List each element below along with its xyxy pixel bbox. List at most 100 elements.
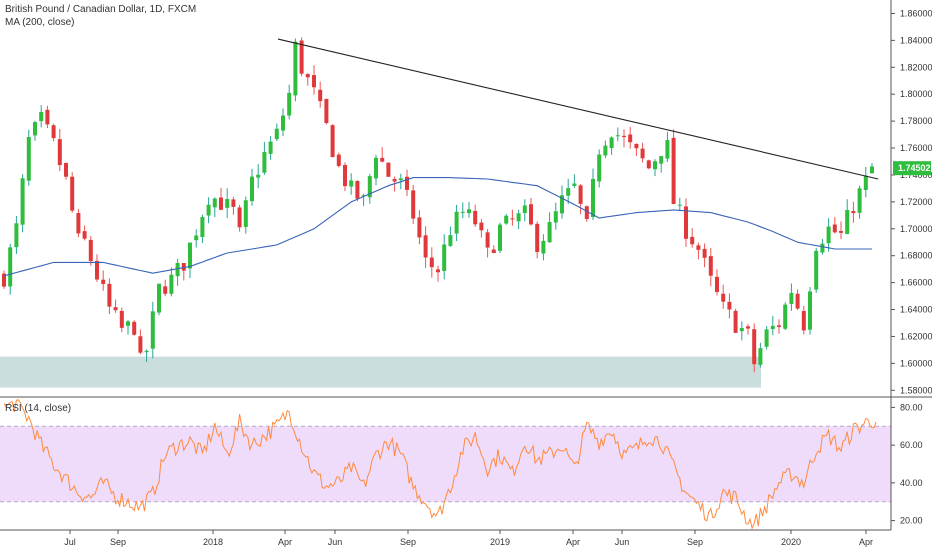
candle-body (646, 160, 651, 169)
candle-body (467, 209, 471, 214)
candle-body (14, 223, 19, 248)
candle (14, 215, 19, 255)
price-tick-label: 1.82000 (900, 62, 932, 72)
candle (522, 199, 527, 222)
candle-body (361, 195, 366, 197)
time-tick-label: Jun (615, 537, 630, 547)
candle (609, 136, 614, 155)
candle-body (535, 223, 540, 253)
candle (26, 129, 31, 186)
candle-body (870, 166, 874, 174)
candle (119, 307, 124, 333)
candle-body (349, 180, 354, 187)
candle (839, 221, 843, 240)
candle-body (262, 151, 267, 173)
candle-body (758, 348, 763, 365)
candle (491, 245, 496, 254)
candle-body (560, 195, 564, 214)
candle (702, 243, 707, 268)
candle (863, 166, 868, 198)
candle-body (572, 183, 577, 186)
candle (287, 84, 292, 120)
rsi-tick-label: 80.00 (900, 402, 923, 412)
candle (460, 202, 465, 219)
candle-body (8, 247, 13, 287)
candle-body (367, 176, 372, 198)
candle (132, 320, 137, 336)
price-tick-label: 1.66000 (900, 278, 932, 288)
candle (163, 279, 168, 297)
candle (646, 159, 651, 170)
candle (628, 126, 633, 149)
candle-body (70, 176, 75, 211)
time-tick-label: Jun (328, 537, 343, 547)
candle-body (163, 286, 168, 294)
candle-body (504, 215, 509, 224)
candle-body (212, 198, 217, 208)
candle-body (206, 204, 211, 216)
candle-body (274, 128, 279, 140)
candle-body (851, 211, 856, 214)
candle (39, 105, 44, 128)
candle (653, 159, 657, 177)
candle-body (696, 245, 701, 250)
candle (870, 163, 874, 174)
candle-body (268, 141, 273, 154)
candle (671, 129, 676, 205)
candle (777, 319, 781, 334)
candle (584, 205, 589, 222)
candle-body (690, 236, 695, 245)
candle (126, 320, 130, 335)
candle-body (628, 134, 633, 143)
candle-body (429, 257, 434, 268)
candle (113, 299, 118, 313)
candle-body (188, 242, 192, 269)
candle (597, 149, 602, 188)
candle (684, 198, 688, 247)
candle-body (318, 89, 323, 102)
candle-body (380, 157, 385, 162)
candle-body (603, 145, 608, 156)
price-tick-label: 1.58000 (900, 385, 932, 395)
candle (789, 283, 794, 311)
candle (138, 329, 143, 355)
rsi-tick-label: 60.00 (900, 440, 923, 450)
price-tick-label: 1.62000 (900, 331, 932, 341)
candle-body (436, 269, 440, 273)
candle (448, 226, 453, 248)
candle-body (132, 321, 137, 335)
price-tick-label: 1.76000 (900, 143, 932, 153)
candle-body (237, 207, 242, 228)
candle-body (2, 273, 6, 287)
candle-body (101, 279, 106, 284)
trendline[interactable] (277, 38, 879, 180)
candle-body (708, 256, 713, 276)
candle (386, 162, 391, 177)
candle (305, 73, 310, 86)
candle-body (665, 140, 670, 159)
candle-body (287, 92, 292, 116)
candle-body (801, 310, 806, 331)
candle (504, 213, 509, 225)
candle-body (553, 211, 558, 223)
candle (206, 197, 211, 224)
last-price-label: 1.74502 (898, 163, 931, 173)
candle (498, 222, 502, 254)
candle (76, 209, 81, 238)
price-tick-label: 1.86000 (900, 8, 932, 18)
candle-body (386, 162, 391, 177)
candle-body (777, 325, 781, 327)
candle-body (256, 174, 261, 178)
candle (144, 349, 149, 363)
candle-body (194, 235, 199, 241)
candle-body (175, 262, 180, 277)
candle-body (219, 197, 223, 210)
candle-body (33, 122, 37, 136)
candle (510, 209, 515, 226)
candle-body (293, 41, 298, 96)
candle (795, 289, 800, 310)
candle (715, 269, 719, 296)
time-tick-label: Apr (859, 537, 873, 547)
candle-body (547, 222, 552, 243)
